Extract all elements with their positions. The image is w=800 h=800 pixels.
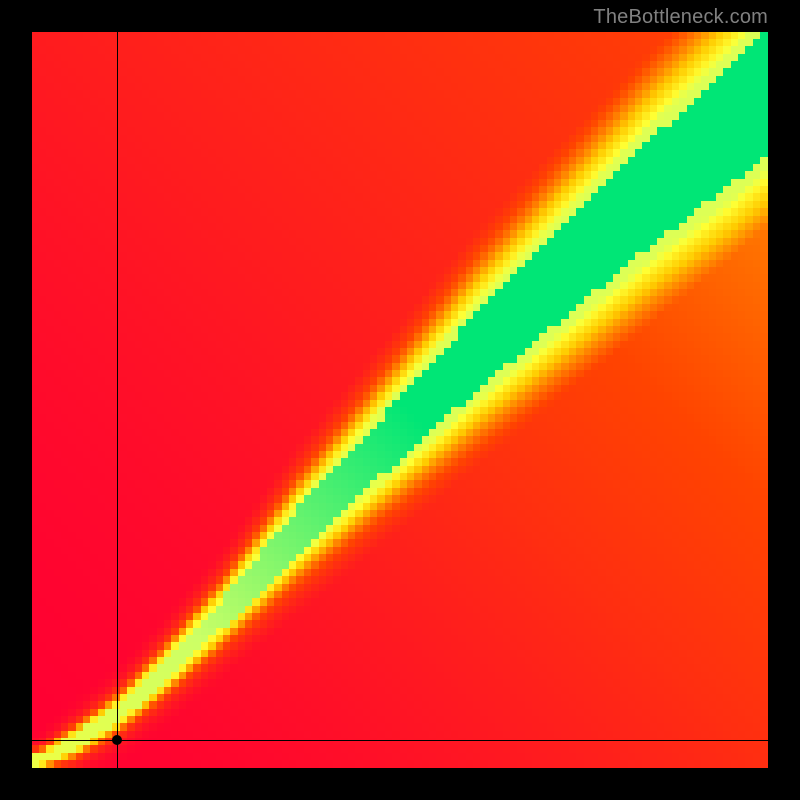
attribution-text: TheBottleneck.com [593,6,768,29]
plot-area [32,32,768,768]
heatmap-canvas [32,32,768,768]
chart-frame: TheBottleneck.com [0,0,800,800]
crosshair-vertical [117,32,118,768]
crosshair-marker-dot [112,735,122,745]
crosshair-horizontal [32,740,768,741]
